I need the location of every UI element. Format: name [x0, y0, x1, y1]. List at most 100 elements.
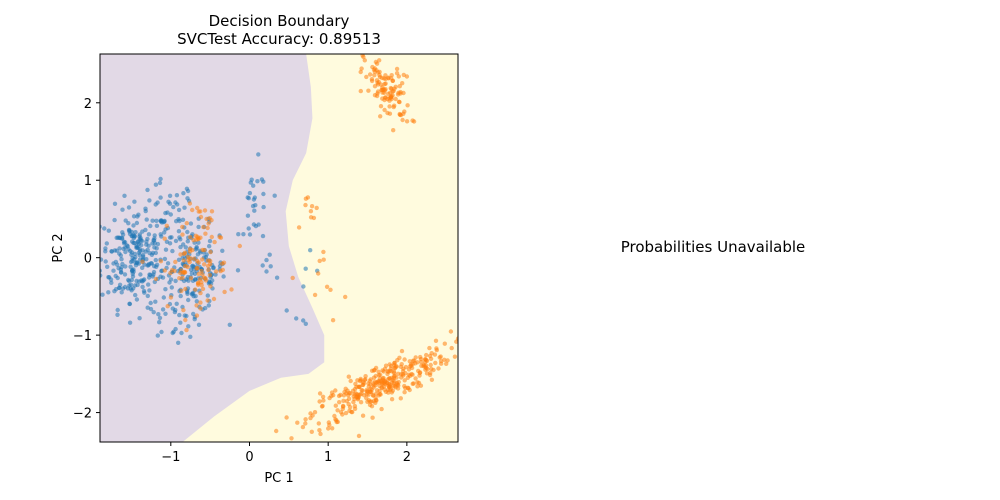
scatter-point [397, 111, 402, 117]
scatter-point [308, 248, 313, 253]
scatter-point [406, 386, 411, 391]
scatter-point [196, 260, 201, 265]
scatter-point [155, 333, 160, 338]
scatter-point [113, 273, 118, 279]
scatter-point [303, 266, 308, 271]
x-tick-label: −1 [161, 450, 180, 465]
scatter-point [379, 385, 384, 390]
scatter-point [205, 293, 210, 298]
scatter-point [261, 204, 266, 210]
scatter-point [312, 410, 318, 415]
scatter-point [388, 386, 394, 391]
scatter-point [260, 263, 265, 268]
scatter-point [112, 201, 118, 206]
scatter-point [117, 285, 122, 291]
scatter-point [198, 306, 203, 311]
scatter-point [378, 392, 383, 397]
scatter-point [343, 294, 348, 300]
scatter-point [170, 330, 175, 336]
scatter-point [372, 73, 377, 78]
scatter-point [316, 271, 321, 276]
scatter-point [206, 221, 211, 226]
scatter-point [284, 308, 289, 313]
scatter-point [209, 234, 214, 240]
scatter-point [405, 103, 410, 108]
scatter-point [448, 329, 454, 334]
scatter-point [182, 250, 188, 255]
scatter-point [428, 356, 434, 361]
scatter-point [179, 288, 184, 294]
scatter-point [237, 243, 242, 249]
scatter-point [333, 388, 338, 393]
scatter-point [173, 326, 178, 332]
scatter-point [372, 84, 378, 89]
scatter-point [200, 247, 205, 253]
scatter-point [217, 234, 222, 240]
scatter-point [160, 275, 166, 280]
scatter-point [111, 268, 116, 273]
scatter-point [489, 323, 493, 327]
scatter-point [334, 418, 339, 423]
scatter-point [402, 378, 407, 383]
scatter-point [177, 312, 182, 318]
scatter-point [341, 398, 346, 403]
scatter-points [100, 54, 493, 441]
scatter-point [366, 88, 371, 93]
scatter-point [154, 218, 159, 223]
scatter-point [294, 316, 299, 321]
scatter-point [227, 322, 232, 327]
scatter-point [389, 73, 394, 78]
scatter-point [366, 384, 371, 389]
scatter-point [358, 69, 363, 75]
scatter-point [195, 205, 200, 211]
scatter-point [383, 73, 388, 78]
scatter-point [358, 400, 364, 405]
chart-title: Decision Boundary [209, 12, 350, 30]
scatter-point [433, 338, 439, 343]
scatter-point [438, 354, 443, 359]
scatter-point [380, 368, 385, 373]
scatter-point [326, 426, 331, 431]
scatter-point [147, 198, 152, 203]
scatter-point [309, 429, 314, 434]
scatter-point [198, 209, 203, 214]
scatter-point [200, 257, 205, 262]
scatter-point [433, 360, 438, 366]
scatter-point [180, 232, 185, 237]
scatter-point [256, 152, 261, 157]
scatter-point [330, 318, 336, 323]
scatter-point [396, 74, 401, 79]
scatter-point [191, 256, 197, 261]
scatter-point [221, 274, 226, 279]
scatter-point [207, 216, 212, 221]
scatter-point [150, 218, 155, 223]
scatter-point [135, 239, 141, 244]
scatter-point [229, 287, 234, 292]
scatter-point [115, 235, 121, 240]
scatter-point [155, 241, 161, 247]
scatter-point [340, 406, 345, 412]
scatter-point [188, 267, 194, 272]
scatter-point [368, 377, 373, 382]
scatter-point [303, 417, 308, 422]
scatter-point [167, 201, 173, 206]
scatter-point [115, 312, 120, 317]
scatter-point [301, 318, 306, 323]
scatter-point [382, 378, 387, 383]
scatter-point [374, 61, 380, 66]
scatter-point [183, 286, 188, 292]
scatter-point [248, 180, 253, 185]
scatter-point [349, 409, 354, 415]
scatter-point [379, 406, 384, 412]
scatter-point [442, 357, 447, 362]
scatter-point [106, 228, 112, 233]
scatter-point [324, 284, 330, 289]
scatter-point [206, 303, 211, 308]
scatter-point [154, 223, 160, 228]
y-axis: −2 −1 0 1 2 [73, 97, 100, 422]
scatter-point [168, 270, 173, 276]
scatter-point [308, 415, 313, 421]
scatter-point [268, 264, 273, 269]
scatter-point [360, 413, 366, 418]
scatter-point [145, 247, 150, 252]
